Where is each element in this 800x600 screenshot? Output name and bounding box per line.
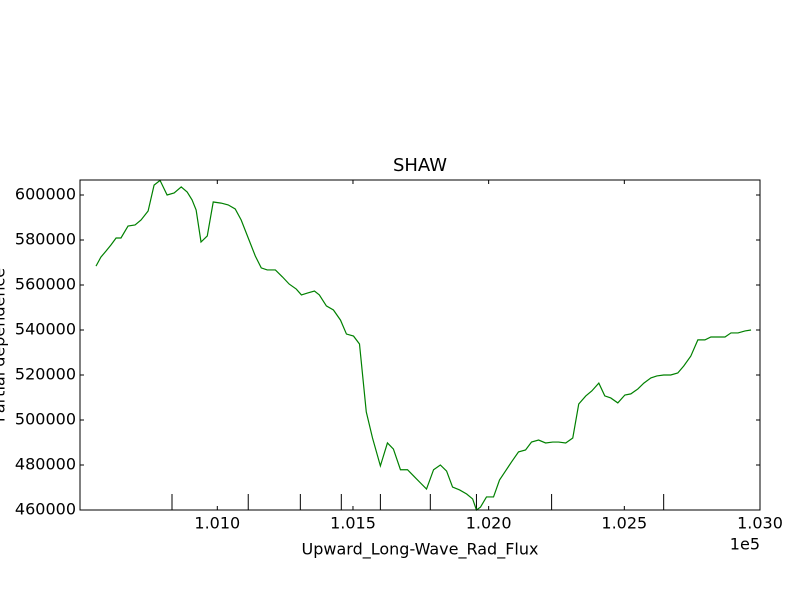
x-tick-label: 1.015 — [330, 514, 376, 533]
y-tick-label: 480000 — [15, 455, 76, 474]
y-axis-label: Partial dependence — [0, 268, 9, 422]
y-tick-label: 560000 — [15, 275, 76, 294]
plot-frame — [79, 179, 761, 511]
x-tick-label: 1.020 — [466, 514, 512, 533]
y-tick-label: 520000 — [15, 365, 76, 384]
y-tick-label: 540000 — [15, 320, 76, 339]
x-axis-label: Upward_Long-Wave_Rad_Flux — [302, 540, 539, 560]
x-tick-label: 1.025 — [601, 514, 647, 533]
y-tick-label: 600000 — [15, 185, 76, 204]
x-tick-label: 1.010 — [194, 514, 240, 533]
x-offset-label: 1e5 — [730, 535, 760, 554]
y-tick-label: 580000 — [15, 230, 76, 249]
x-tick-label: 1.030 — [737, 514, 783, 533]
chart-title: SHAW — [393, 155, 447, 176]
y-tick-label: 460000 — [15, 500, 76, 519]
data-line — [95, 179, 752, 511]
y-tick-label: 500000 — [15, 410, 76, 429]
